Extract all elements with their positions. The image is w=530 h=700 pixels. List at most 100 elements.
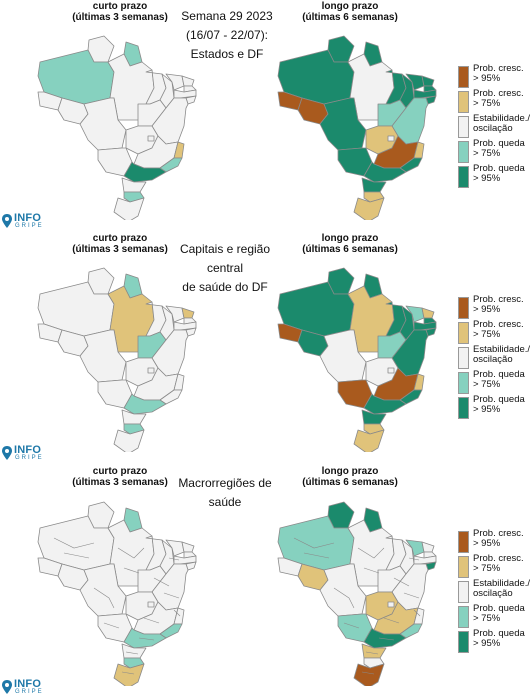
legend-item-up75: Prob. cresc. > 75% — [458, 88, 530, 115]
legend-swatch — [458, 556, 469, 578]
map-macroregions-short — [37, 501, 197, 686]
region-sp — [363, 627, 407, 649]
macroregion-border — [303, 552, 330, 559]
macroregion-border — [53, 537, 95, 549]
macroregion-border — [123, 567, 140, 574]
legend-item-down95: Prob. queda > 95% — [458, 394, 530, 421]
region-rs — [353, 197, 385, 220]
legend-label: Prob. cresc. > 95% — [473, 294, 524, 315]
legend-item-down95: Prob. queda > 95% — [458, 628, 530, 655]
region-pr — [361, 643, 387, 659]
region-sp — [123, 627, 167, 649]
macroregion-border — [143, 617, 160, 624]
legend-label: Estabilidade./ oscilação — [473, 344, 530, 365]
region-rn — [181, 541, 195, 553]
region-df — [387, 135, 395, 142]
region-pr — [361, 177, 387, 193]
legend-swatch — [458, 606, 469, 628]
macroregion-border — [121, 671, 135, 675]
long-term-header-3: longo prazo (últimas 6 semanas) — [302, 466, 398, 488]
legend-label: Prob. cresc. > 75% — [473, 319, 524, 340]
legend-label: Prob. queda > 75% — [473, 369, 525, 390]
legend-item-down75: Prob. queda > 75% — [458, 369, 530, 396]
region-df — [387, 601, 395, 608]
region-ce — [165, 73, 185, 91]
region-sp — [363, 393, 407, 415]
map-capitals-long — [277, 267, 437, 452]
infogripe-logo-1: INFO GRIPE — [2, 212, 48, 234]
legend-swatch — [458, 166, 469, 188]
short-term-header-3: curto prazo (últimas 3 semanas) — [72, 466, 168, 488]
legend-item-up95: Prob. cresc. > 95% — [458, 529, 530, 555]
region-rn — [181, 307, 195, 319]
macroregion-border — [365, 651, 379, 655]
legend-swatch — [458, 531, 469, 553]
region-rs — [353, 429, 385, 452]
legend-item-down95: Prob. queda > 95% — [458, 163, 530, 190]
macroregion-border — [343, 622, 360, 629]
macroregion-border — [383, 617, 400, 624]
legend-3: Prob. cresc. > 95% Prob. cresc. > 75% Esta… — [458, 529, 530, 655]
legend-swatch — [458, 91, 469, 113]
macroregion-border — [63, 552, 90, 559]
map-states-short — [37, 35, 197, 220]
legend-label: Prob. queda > 95% — [473, 394, 525, 415]
macroregion-border — [163, 592, 180, 599]
region-df — [147, 367, 155, 374]
legend-label: Estabilidade./ oscilação — [473, 113, 530, 134]
map-states-long — [277, 35, 437, 220]
legend-2: Prob. cresc. > 95% Prob. cresc. > 75% Esta… — [458, 294, 530, 421]
logo-subtext: GRIPE — [15, 689, 44, 695]
region-pr — [121, 177, 147, 193]
region-rs — [113, 663, 145, 686]
macroregion-border — [361, 671, 375, 675]
region-df — [147, 135, 155, 142]
legend-item-up75: Prob. cresc. > 75% — [458, 553, 530, 580]
location-pin-icon — [2, 446, 12, 460]
region-pr — [361, 409, 387, 425]
legend-label: Prob. queda > 75% — [473, 138, 525, 159]
region-df — [387, 367, 395, 374]
section-title-1: Semana 29 2023 (16/07 - 22/07): Estados … — [181, 9, 273, 61]
legend-item-up75: Prob. cresc. > 75% — [458, 319, 530, 346]
logo-text: INFO — [14, 678, 42, 690]
legend-label: Prob. cresc. > 95% — [473, 63, 524, 84]
macroregion-border — [173, 609, 181, 617]
location-pin-icon — [2, 214, 12, 228]
region-sp — [123, 393, 167, 415]
region-rs — [113, 197, 145, 220]
legend-1: Prob. cresc. > 95% Prob. cresc. > 75% Esta… — [458, 63, 530, 190]
infogripe-logo-2: INFO GRIPE — [2, 444, 48, 466]
region-pr — [121, 643, 147, 659]
section-title-3: Macrorregiões de saúde — [178, 476, 272, 509]
long-term-header-1: longo prazo (últimas 6 semanas) — [302, 1, 398, 23]
legend-item-down75: Prob. queda > 75% — [458, 604, 530, 630]
legend-label: Prob. queda > 95% — [473, 628, 525, 649]
legend-swatch — [458, 347, 469, 369]
macroregion-border — [333, 587, 355, 609]
region-rn — [421, 307, 435, 319]
legend-item-down75: Prob. queda > 75% — [458, 138, 530, 165]
short-term-header-1: curto prazo (últimas 3 semanas) — [72, 1, 168, 23]
macroregion-border — [413, 609, 421, 617]
region-sp — [123, 161, 167, 183]
legend-item-stable: Estabilidade./ oscilação — [458, 344, 530, 371]
region-ce — [405, 305, 425, 323]
location-pin-icon — [2, 680, 12, 694]
section-title-2: Capitais e região central de saúde do DF — [179, 242, 271, 294]
legend-item-stable: Estabilidade./ oscilação — [458, 113, 530, 140]
region-ce — [405, 539, 425, 557]
legend-label: Prob. cresc. > 75% — [473, 88, 524, 109]
map-macroregions-long — [277, 501, 437, 686]
region-ce — [405, 73, 425, 91]
macroregion-border — [357, 547, 385, 559]
legend-label: Prob. queda > 95% — [473, 163, 525, 184]
macroregion-border — [393, 577, 410, 587]
legend-item-up95: Prob. cresc. > 95% — [458, 63, 530, 90]
long-term-header-2: longo prazo (últimas 6 semanas) — [302, 233, 398, 255]
legend-item-up95: Prob. cresc. > 95% — [458, 294, 530, 321]
legend-label: Prob. cresc. > 75% — [473, 553, 524, 574]
macroregion-border — [125, 651, 139, 655]
legend-item-stable: Estabilidade./ oscilação — [458, 579, 530, 605]
region-ce — [165, 539, 185, 557]
